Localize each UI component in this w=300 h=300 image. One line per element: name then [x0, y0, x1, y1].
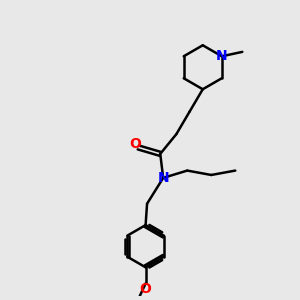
Text: N: N [158, 171, 169, 185]
Text: O: O [129, 137, 141, 152]
Text: O: O [140, 282, 152, 296]
Text: N: N [216, 49, 228, 63]
